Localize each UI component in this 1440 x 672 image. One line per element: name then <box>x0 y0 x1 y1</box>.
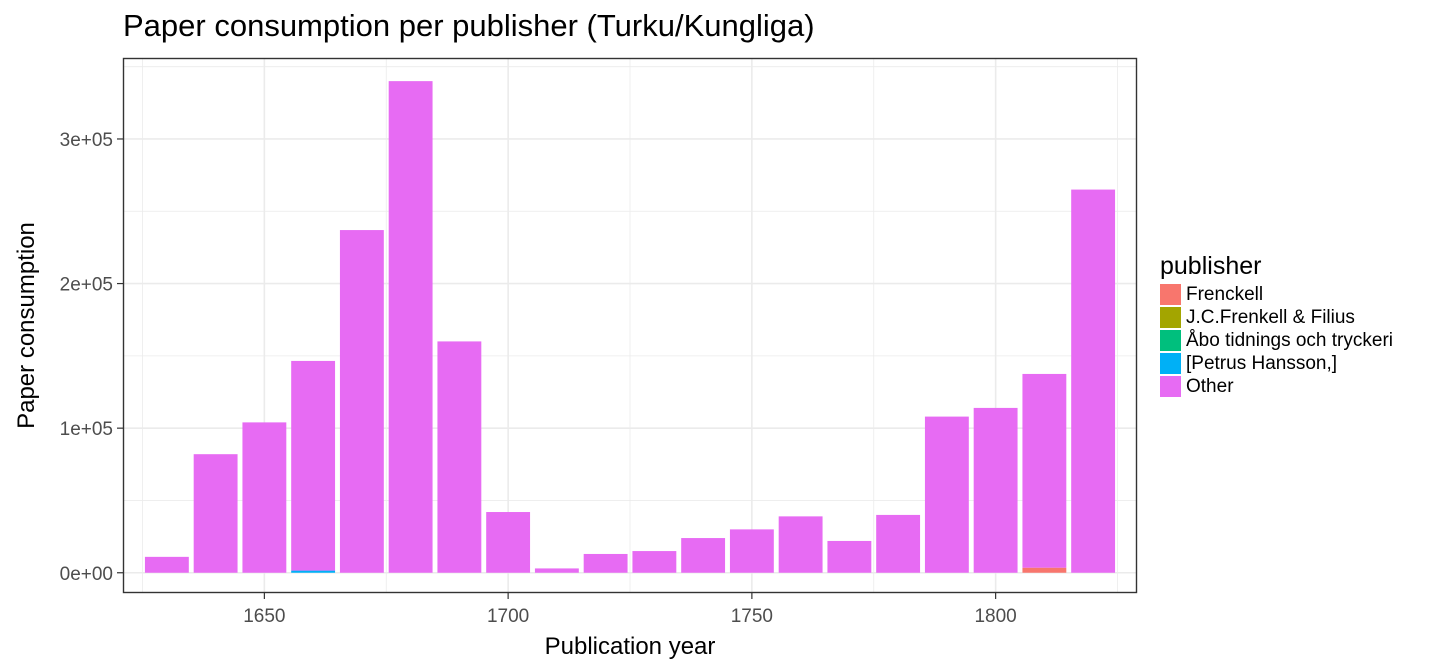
bar-other-1630 <box>144 556 189 573</box>
y-tick-label: 3e+05 <box>60 130 113 151</box>
legend: publisher Frenckell J.C.Frenkell & Filius… <box>1160 252 1393 398</box>
bar-frenckell-1810 <box>1022 567 1067 573</box>
bar-other-1730 <box>632 551 677 573</box>
x-tick-label: 1700 <box>487 606 529 627</box>
y-axis-title: Paper consumption <box>13 222 40 429</box>
bar-other-1750 <box>729 529 774 573</box>
legend-label: J.C.Frenkell & Filius <box>1186 306 1355 328</box>
bar-other-1690 <box>437 341 482 573</box>
bar-other-1800 <box>973 407 1018 573</box>
bar-petrus-hansson-1660 <box>291 570 336 573</box>
legend-label: Frenckell <box>1186 283 1264 305</box>
legend-swatch <box>1160 330 1181 351</box>
legend-label: Åbo tidnings och tryckeri <box>1186 329 1393 351</box>
bar-other-1700 <box>486 512 531 573</box>
bar-other-1640 <box>193 454 238 573</box>
x-tick-label: 1650 <box>243 606 285 627</box>
legend-item-other: Other <box>1160 375 1393 398</box>
bar-other-1740 <box>681 538 726 573</box>
legend-swatch <box>1160 284 1181 305</box>
legend-item-frenckell: Frenckell <box>1160 283 1393 306</box>
legend-label: Other <box>1186 375 1234 397</box>
bar-other-1650 <box>242 422 287 573</box>
bar-other-1760 <box>778 516 823 573</box>
bar-other-1810 <box>1022 373 1067 568</box>
bar-other-1710 <box>534 568 579 573</box>
legend-item-petrus-hansson: [Petrus Hansson,] <box>1160 352 1393 375</box>
x-axis-title: Publication year <box>545 633 716 660</box>
bar-other-1770 <box>827 540 872 573</box>
legend-item-j-c-frenkell-filius: J.C.Frenkell & Filius <box>1160 306 1393 329</box>
y-tick-label: 2e+05 <box>60 275 113 296</box>
y-tick-label: 1e+05 <box>60 419 113 440</box>
bar-other-1670 <box>339 230 384 573</box>
legend-label: [Petrus Hansson,] <box>1186 352 1338 374</box>
bar-other-1820 <box>1071 189 1116 573</box>
bar-other-1780 <box>876 514 921 573</box>
plot-border <box>122 57 1138 594</box>
legend-swatch <box>1160 376 1181 397</box>
y-tick-label: 0e+00 <box>60 564 113 585</box>
axes: 1650 1700 1750 1800 0e+00 1e+05 2e+05 3e+05 <box>60 130 1017 627</box>
legend-item-bo-tidnings-och-tryckeri: Åbo tidnings och tryckeri <box>1160 329 1393 352</box>
bar-other-1680 <box>388 81 433 573</box>
chart-title: Paper consumption per publisher (Turku/K… <box>123 8 815 43</box>
x-tick-label: 1800 <box>974 606 1016 627</box>
legend-items: Frenckell J.C.Frenkell & Filius Åbo tidnin… <box>1160 283 1393 398</box>
bars <box>144 81 1116 573</box>
bar-other-1790 <box>924 416 969 573</box>
bar-other-1660 <box>291 360 336 571</box>
legend-title: publisher <box>1160 252 1262 280</box>
bar-other-1720 <box>583 553 628 573</box>
legend-swatch <box>1160 307 1181 328</box>
x-tick-label: 1750 <box>731 606 773 627</box>
legend-swatch <box>1160 353 1181 374</box>
